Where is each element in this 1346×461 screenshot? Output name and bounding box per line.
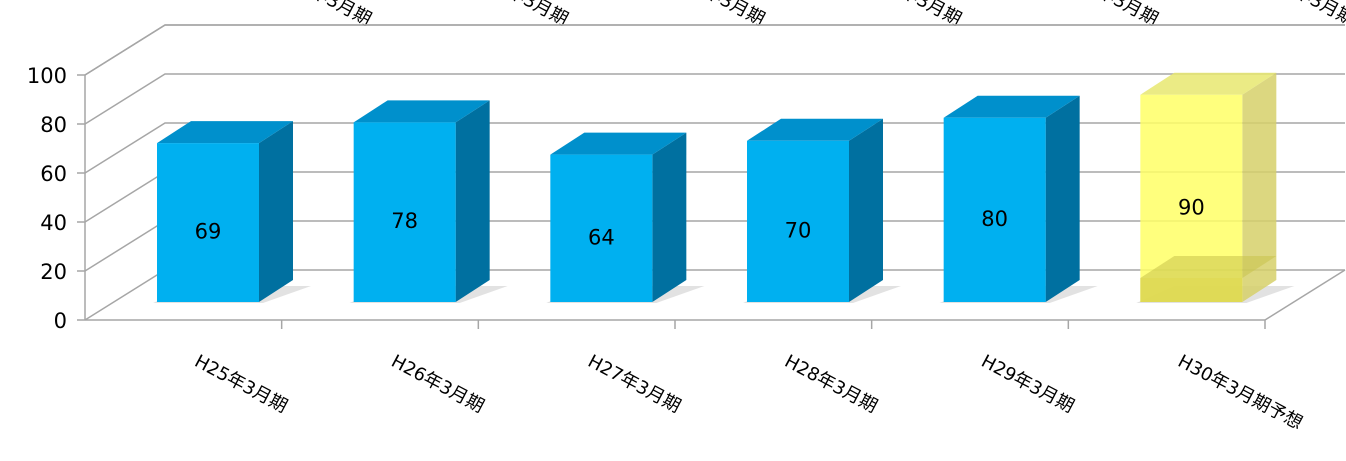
y-tick-label: 40 xyxy=(40,211,67,235)
bar-shadows xyxy=(153,286,1295,303)
bar xyxy=(157,143,259,302)
bar-top xyxy=(1140,72,1277,95)
back-category-labels: H25年3月期H26年3月期H27年3月期H28年3月期H29年3月期H30年3… xyxy=(275,0,1346,47)
data-label: 78 xyxy=(391,209,418,233)
bar-side xyxy=(652,132,687,302)
bar xyxy=(747,140,849,302)
bar-top xyxy=(747,118,883,141)
gridline xyxy=(84,73,1345,125)
bar xyxy=(550,154,653,302)
y-tick-label: 100 xyxy=(27,64,67,88)
bar xyxy=(943,117,1046,302)
x-tick-label: H26年3月期 xyxy=(388,351,488,417)
x-tick-label: H25年3月期 xyxy=(191,351,291,417)
x-tick-label: H30年3月期予想 xyxy=(1174,351,1306,434)
data-label: 80 xyxy=(981,207,1008,231)
y-tick-label: 60 xyxy=(40,162,67,186)
y-tick-label: 20 xyxy=(40,260,67,284)
bar-top xyxy=(353,100,490,123)
y-tick-label: 0 xyxy=(54,309,67,333)
bar-side xyxy=(1242,72,1277,302)
bar-top xyxy=(550,132,687,155)
y-tick-label: 80 xyxy=(40,113,67,137)
x-tick-label: H29年3月期 xyxy=(978,351,1078,417)
bar-top xyxy=(943,95,1080,118)
back-category-label: H30年3月期予想 xyxy=(1258,0,1346,47)
bar-inner-base xyxy=(1140,278,1243,302)
data-label: 64 xyxy=(588,225,615,249)
bar-top xyxy=(157,121,293,144)
y-axis: 0 20 40 60 80 100 xyxy=(27,64,85,333)
x-tick-label: H28年3月期 xyxy=(781,351,881,417)
floor-right-edge xyxy=(1264,269,1346,321)
bar-inner-floor xyxy=(1140,256,1277,278)
gridline xyxy=(84,24,1345,76)
bars: 69 78 64 70 80 90 xyxy=(157,72,1277,302)
x-tick-label: H27年3月期 xyxy=(584,351,684,417)
bar-side xyxy=(455,100,490,302)
data-label: 69 xyxy=(195,220,222,244)
bar-side xyxy=(849,118,883,302)
data-label: 90 xyxy=(1178,195,1205,219)
data-label: 70 xyxy=(785,218,812,242)
x-axis: H25年3月期 H26年3月期 H27年3月期 H28年3月期 H29年3月期 H30年3… xyxy=(85,319,1306,434)
bar-side xyxy=(1045,95,1080,302)
bar-side xyxy=(259,121,293,302)
bar xyxy=(353,122,456,302)
